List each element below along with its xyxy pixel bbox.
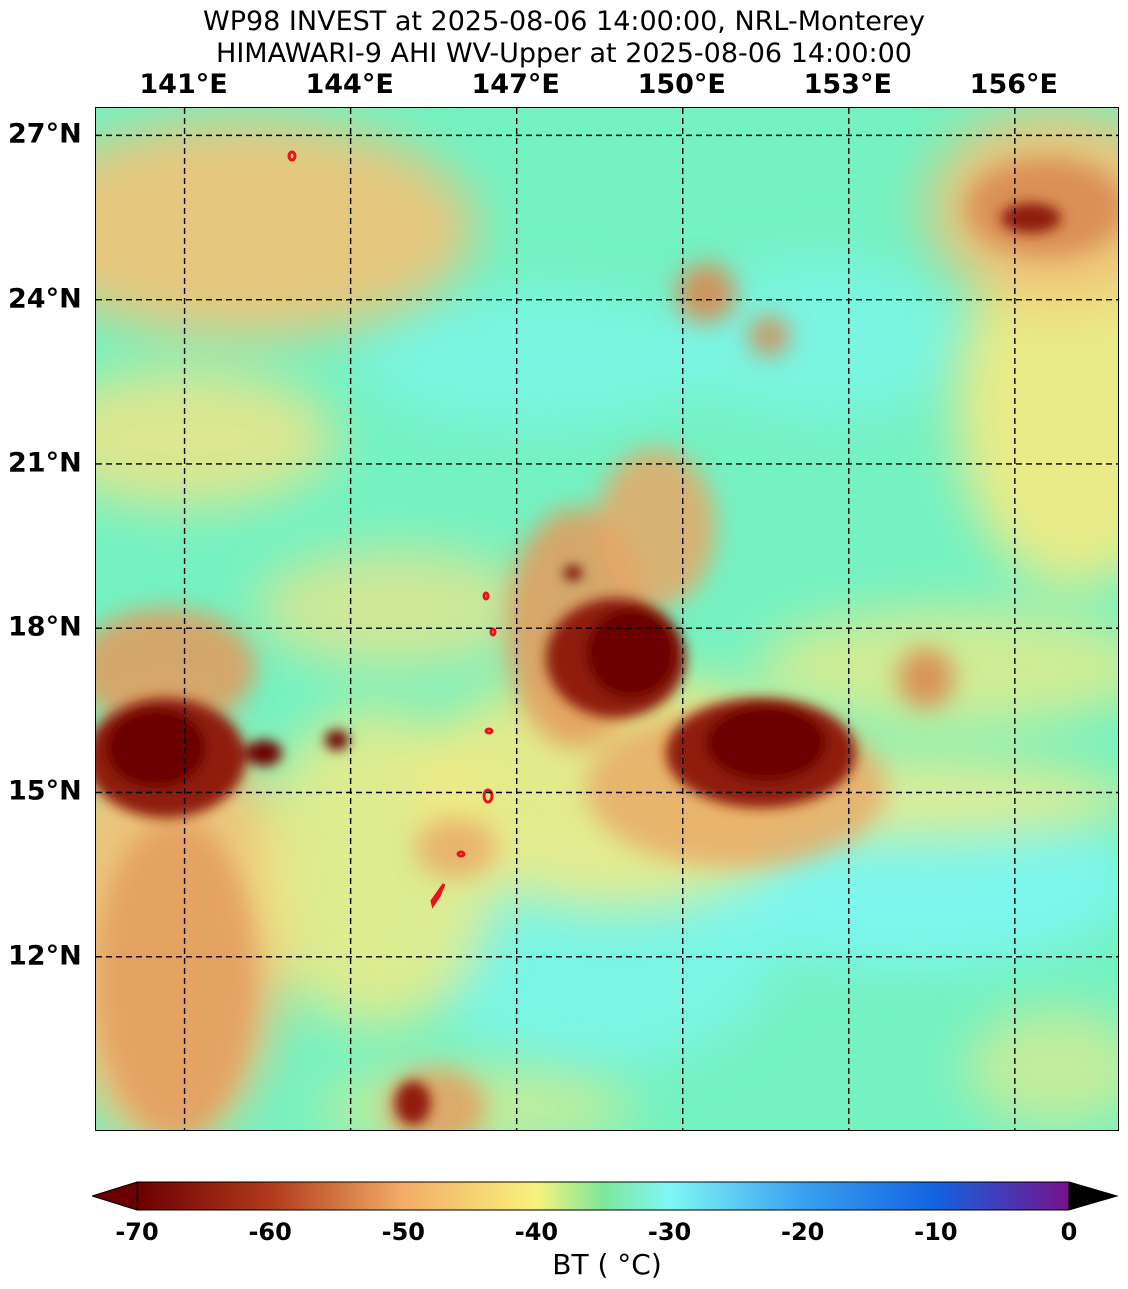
colorbar-tick-label: -20: [781, 1218, 825, 1246]
satellite-map-panel: [95, 107, 1119, 1131]
colorbar-tick-label: -10: [914, 1218, 958, 1246]
colorbar: [92, 1181, 1119, 1211]
colorbar-tick-label: -70: [115, 1218, 159, 1246]
lon-label: 141°E: [139, 69, 228, 100]
lon-label: 147°E: [471, 69, 560, 100]
lat-label: 18°N: [8, 611, 82, 643]
lat-label: 24°N: [8, 283, 82, 315]
colorbar-tick-label: 0: [1060, 1218, 1078, 1246]
colorbar-over-extend: [1068, 1181, 1119, 1211]
cold-contours: [287, 150, 497, 909]
satellite-image: [96, 108, 1118, 1130]
deep-convection: [96, 203, 1061, 1125]
lat-label: 12°N: [8, 940, 82, 972]
colorbar-tick-label: -40: [514, 1218, 559, 1246]
lon-label: 144°E: [305, 69, 394, 100]
gridlines: [96, 108, 1118, 1130]
lat-label: 15°N: [8, 775, 82, 807]
colorbar-tick-label: -50: [381, 1218, 425, 1246]
lon-label: 153°E: [803, 69, 892, 100]
colorbar-tick-label: -30: [647, 1218, 692, 1246]
colorbar-gradient: [136, 1181, 1070, 1211]
colorbar-tick-label: -60: [248, 1218, 292, 1246]
lat-label: 21°N: [8, 447, 82, 479]
lon-label: 150°E: [637, 69, 726, 100]
figure-title-line1: WP98 INVEST at 2025-08-06 14:00:00, NRL-…: [203, 6, 925, 37]
colorbar-under-extend: [92, 1181, 138, 1211]
colorbar-label: BT ( °C): [552, 1248, 662, 1281]
lon-label: 156°E: [969, 69, 1058, 100]
lat-label: 27°N: [8, 118, 82, 150]
figure-title-line2: HIMAWARI-9 AHI WV-Upper at 2025-08-06 14…: [216, 38, 912, 69]
